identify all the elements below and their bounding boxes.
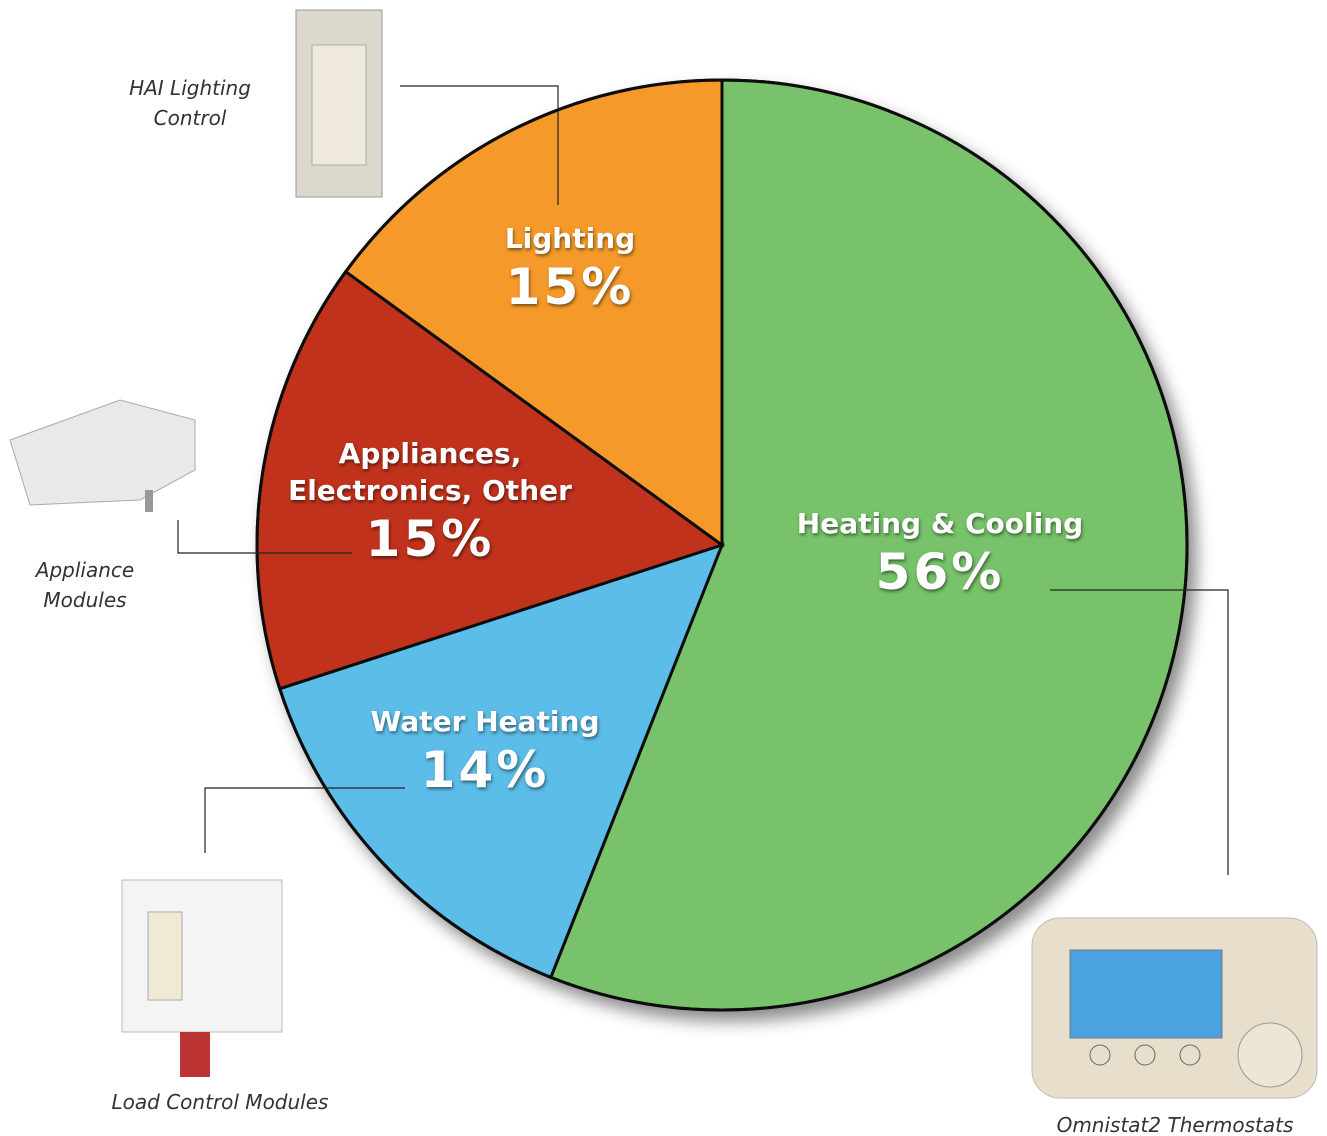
leader-line — [177, 520, 352, 554]
load-control-module — [121, 879, 283, 1077]
leader-line — [204, 787, 405, 853]
caption: HAI Lighting Control — [129, 76, 251, 130]
slice-label: Lighting 15% — [410, 220, 730, 317]
pie — [255, 78, 1189, 1012]
slice-label: Heating & Cooling 56% — [780, 505, 1100, 602]
category-label: Water Heating — [370, 705, 600, 738]
leader-lines — [177, 85, 1229, 875]
value-label: 14% — [420, 741, 550, 799]
category-label: Lighting — [504, 222, 636, 255]
slice-label: Water Heating 14% — [325, 703, 645, 800]
pie-outline — [255, 78, 1189, 1012]
leader-line — [400, 85, 559, 205]
value-label: 56% — [875, 543, 1005, 601]
thermostat — [1031, 917, 1318, 1099]
appliance-module — [9, 399, 196, 512]
slice-label: Appliances, Electronics, Other 15% — [270, 435, 590, 569]
lighting-switch — [295, 9, 383, 198]
caption: Load Control Modules — [111, 1090, 329, 1114]
caption: Omnistat2 Thermostats — [1056, 1113, 1294, 1136]
leader-line — [1050, 589, 1229, 875]
value-label: 15% — [365, 510, 495, 568]
value-label: 15% — [505, 258, 635, 316]
category-label: Heating & Cooling — [796, 507, 1084, 540]
category-label: Appliances, Electronics, Other — [288, 437, 572, 507]
caption: Appliance Modules — [35, 558, 135, 612]
